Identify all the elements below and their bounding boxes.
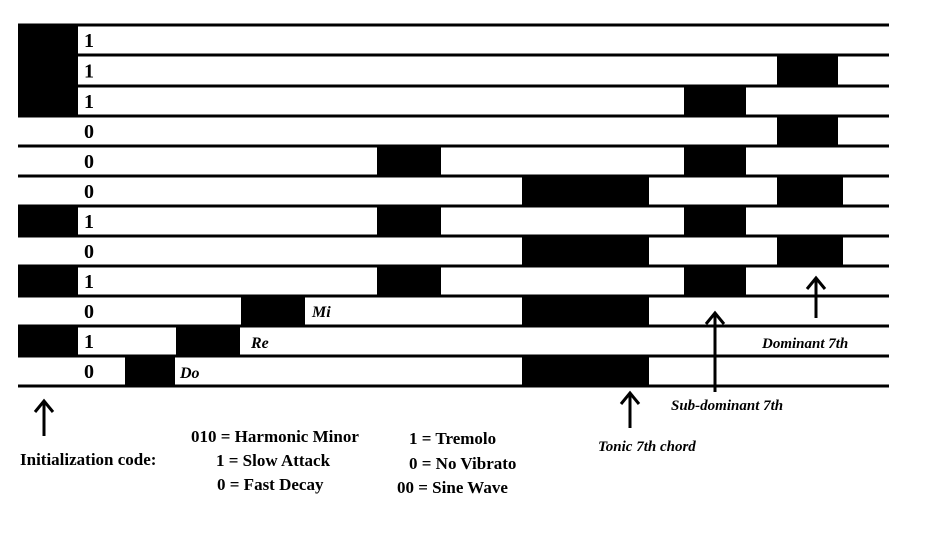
black-block <box>777 55 838 86</box>
black-block <box>18 266 78 296</box>
subdominant-label: Sub-dominant 7th <box>671 398 783 414</box>
black-block <box>377 206 441 236</box>
legend-right-2: 0 = No Vibrato <box>409 454 516 473</box>
black-block <box>377 266 441 296</box>
black-blocks <box>18 25 843 386</box>
row-bit-6: 0 <box>84 181 94 203</box>
black-block <box>522 356 649 386</box>
black-block <box>522 176 649 206</box>
black-block <box>777 176 843 206</box>
tonic-label: Tonic 7th chord <box>598 439 696 455</box>
legend-left-3: 0 = Fast Decay <box>217 475 324 494</box>
row-bit-1: 1 <box>84 30 94 52</box>
row-bit-4: 0 <box>84 121 94 143</box>
row-bit-9: 1 <box>84 271 94 293</box>
black-block <box>777 236 843 266</box>
black-block <box>176 326 240 356</box>
legend-right-1: 1 = Tremolo <box>409 429 496 448</box>
arrow-initialization <box>33 398 55 436</box>
row-bit-7: 1 <box>84 211 94 233</box>
arrow-dominant <box>805 275 827 318</box>
initialization-label: Initialization code: <box>20 450 156 469</box>
legend-left-2: 1 = Slow Attack <box>216 451 331 470</box>
row-bit-2: 1 <box>84 61 94 83</box>
black-block <box>377 146 441 176</box>
row-bit-8: 0 <box>84 241 94 263</box>
black-block <box>125 356 175 386</box>
black-block <box>18 326 78 356</box>
black-block <box>684 86 746 116</box>
black-block <box>241 296 305 326</box>
black-block <box>522 296 649 326</box>
row-bit-3: 1 <box>84 91 94 113</box>
black-block <box>684 266 746 296</box>
row-lines <box>18 23 889 388</box>
arrow-tonic <box>619 390 641 428</box>
black-block <box>18 206 78 236</box>
black-block <box>18 25 78 55</box>
row-bit-11: 1 <box>84 331 94 353</box>
black-block <box>522 236 649 266</box>
black-block <box>684 206 746 236</box>
black-block <box>777 116 838 146</box>
note-label-do: Do <box>179 365 200 382</box>
row-bit-12: 0 <box>84 361 94 383</box>
note-label-mi: Mi <box>311 304 331 321</box>
black-block <box>18 55 78 86</box>
legend-left-1: 010 = Harmonic Minor <box>191 427 359 446</box>
dominant-label: Dominant 7th <box>761 336 848 352</box>
note-label-re: Re <box>250 335 269 352</box>
legend-right-3: 00 = Sine Wave <box>397 478 508 497</box>
black-block <box>684 146 746 176</box>
row-bit-10: 0 <box>84 301 94 323</box>
arrow-subdominant <box>704 310 726 392</box>
row-bit-5: 0 <box>84 151 94 173</box>
black-block <box>18 86 78 116</box>
